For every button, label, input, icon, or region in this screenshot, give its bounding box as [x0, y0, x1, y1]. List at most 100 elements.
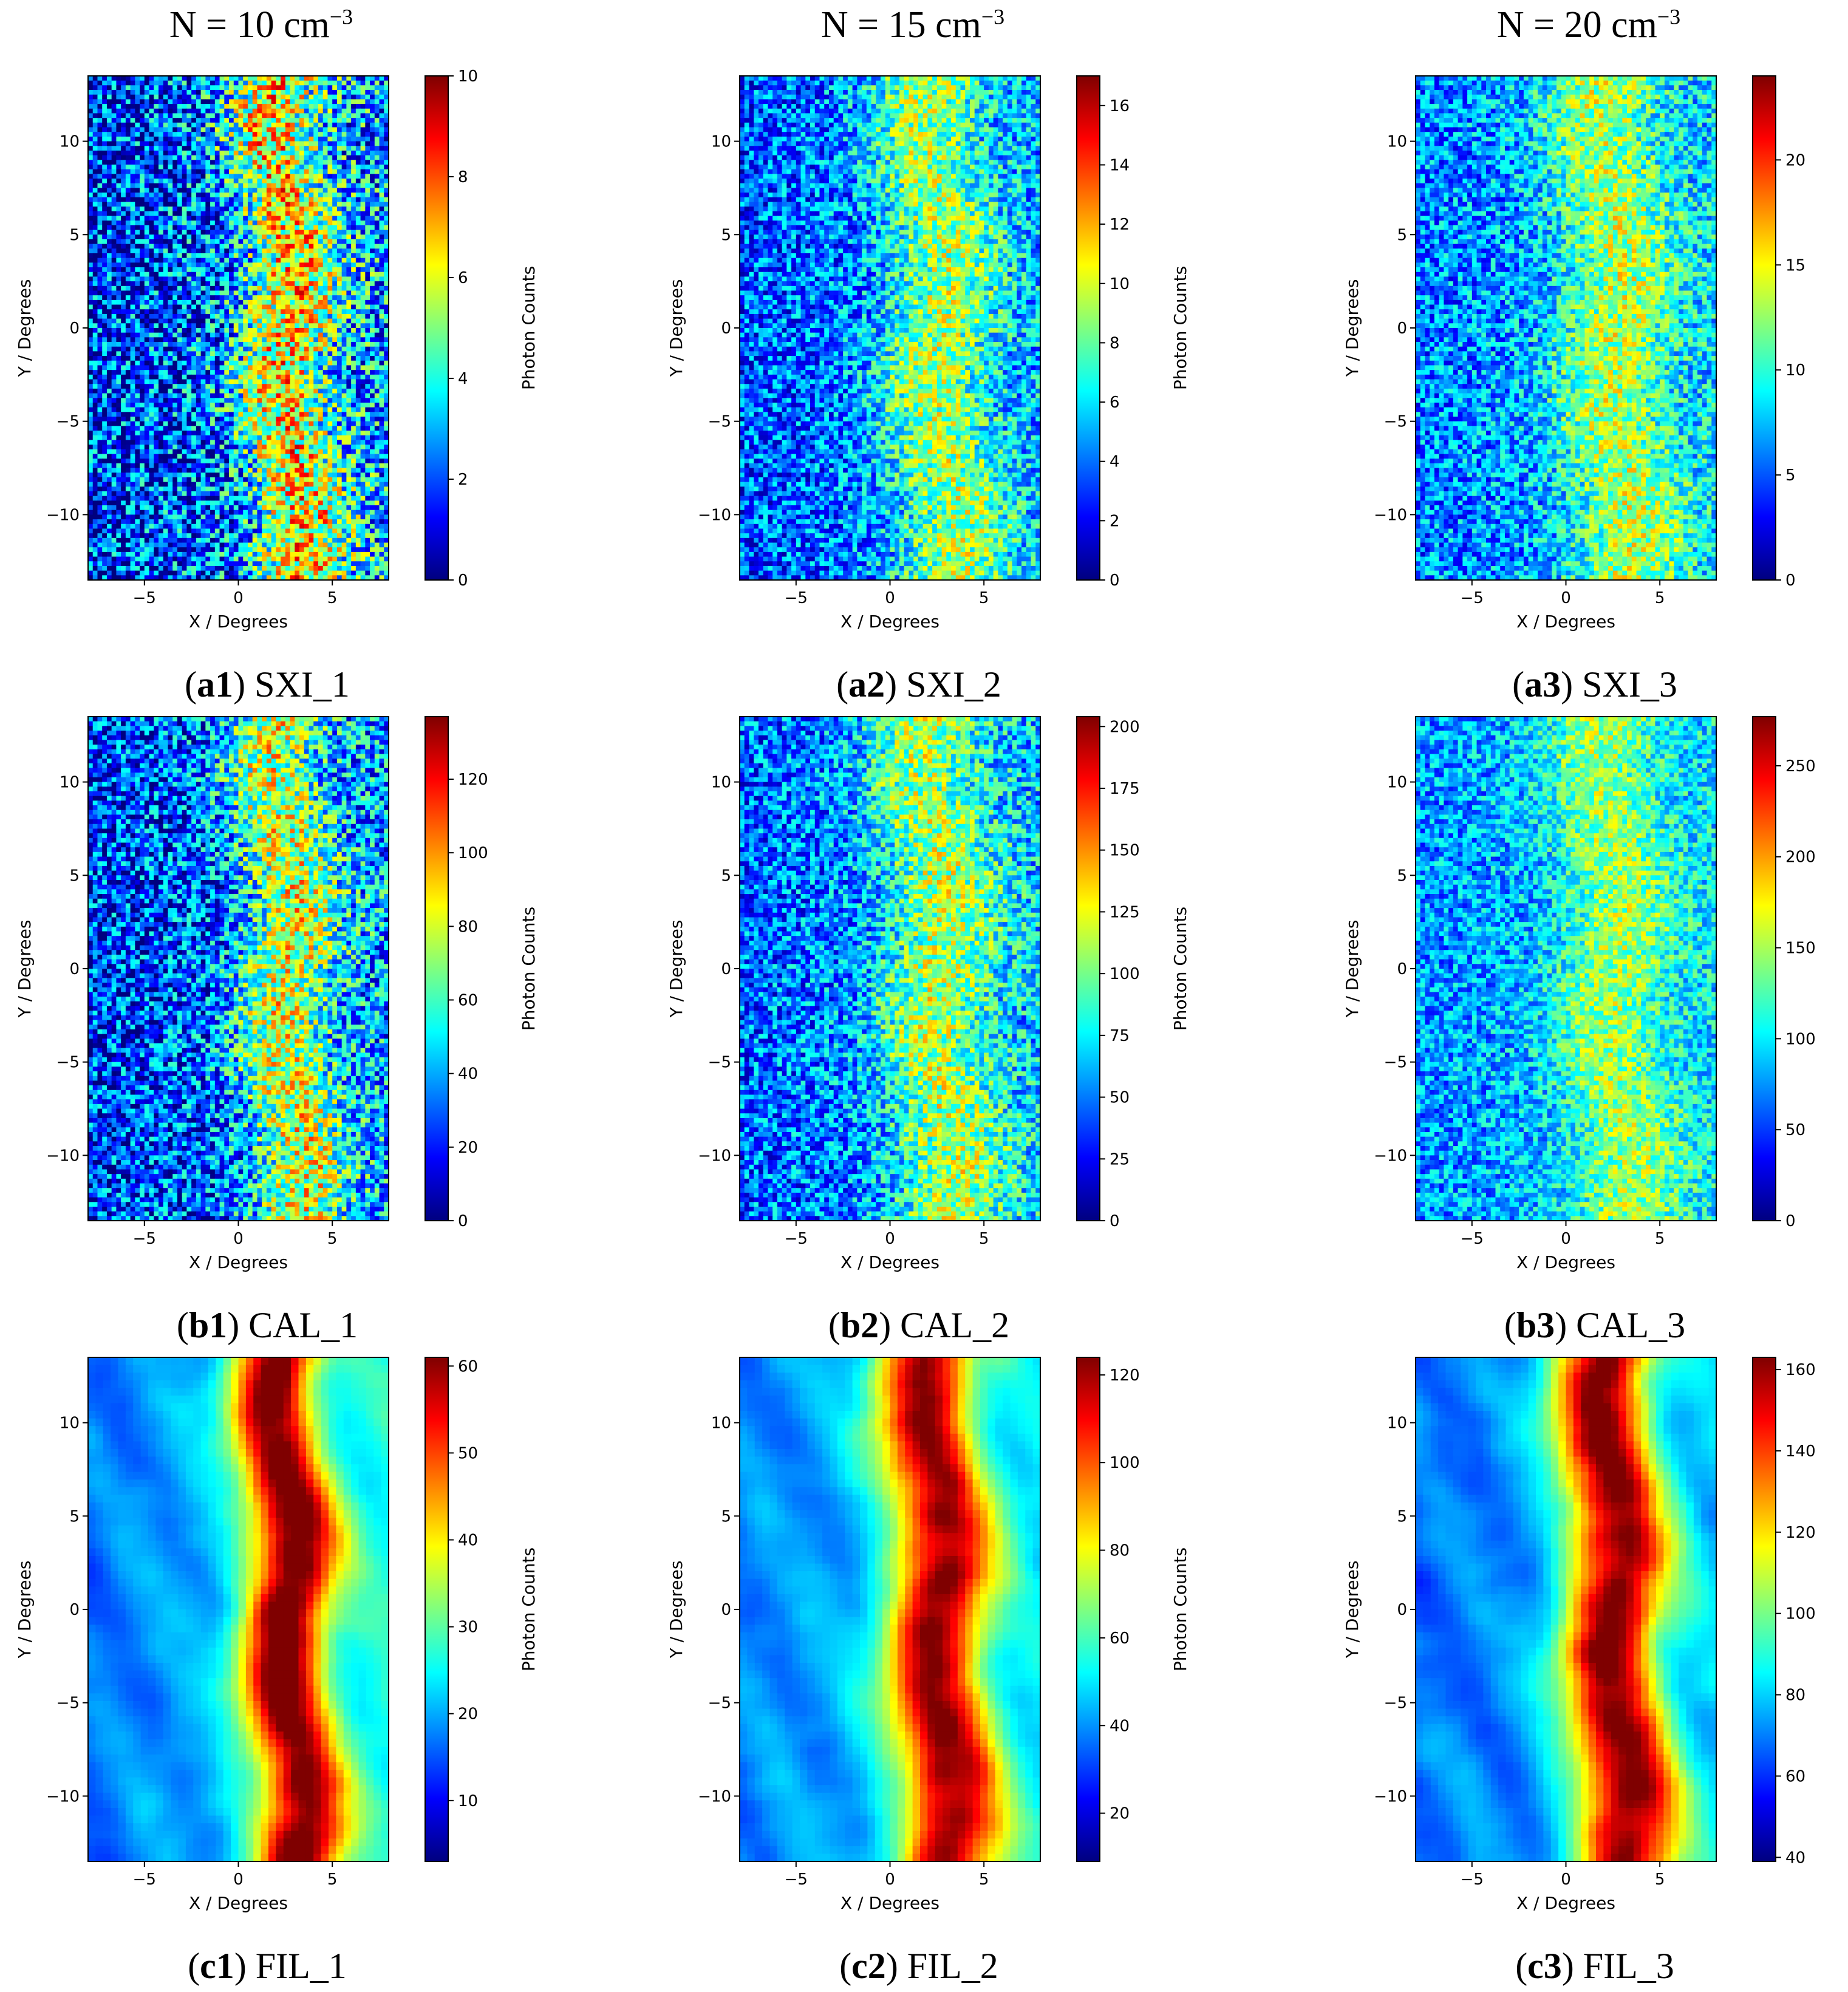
heatmap-cell [271, 262, 276, 268]
heatmap-cell [370, 384, 375, 389]
heatmap-cell [125, 346, 131, 352]
heatmap-cell [360, 346, 366, 352]
heatmap-cell [262, 398, 267, 403]
heatmap-cell [224, 155, 230, 160]
heatmap-cell [360, 174, 366, 179]
heatmap-cell [384, 318, 389, 324]
heatmap-cell [332, 365, 338, 370]
heatmap-cell [327, 281, 333, 287]
heatmap-cell [341, 290, 347, 296]
heatmap-cell [140, 211, 145, 217]
heatmap-cell [177, 374, 183, 380]
heatmap-cell [322, 216, 329, 221]
heatmap-cell [140, 332, 145, 338]
heatmap-cell [346, 313, 352, 319]
heatmap-cell [177, 113, 183, 118]
heatmap-cell [313, 90, 319, 95]
heatmap-cell [247, 379, 253, 384]
heatmap-cell [125, 90, 131, 95]
heatmap-cell [229, 262, 234, 268]
heatmap-cell [341, 244, 347, 249]
heatmap-cell [159, 313, 164, 319]
heatmap-cell [247, 80, 253, 86]
heatmap-cell [102, 398, 107, 403]
heatmap-cell [196, 85, 202, 90]
heatmap-cell [229, 332, 234, 338]
heatmap-cell [116, 379, 121, 384]
heatmap-cell [111, 174, 117, 179]
heatmap-cell [205, 309, 211, 315]
heatmap-cell [135, 407, 140, 412]
heatmap-cell [177, 313, 183, 319]
heatmap-cell [233, 360, 239, 366]
heatmap-cell [295, 393, 300, 398]
heatmap-cell [332, 76, 338, 81]
heatmap-cell [276, 220, 281, 226]
heatmap-cell [205, 146, 211, 151]
heatmap-cell [327, 220, 333, 226]
heatmap-cell [196, 356, 202, 361]
heatmap-cell [140, 90, 145, 95]
heatmap-cell [243, 230, 248, 235]
heatmap-cell [299, 393, 305, 398]
heatmap-cell [247, 99, 253, 104]
heatmap-cell [351, 127, 356, 132]
heatmap-cell [379, 258, 384, 264]
heatmap-cell [200, 113, 206, 118]
heatmap-cell [309, 211, 314, 217]
heatmap-cell [243, 104, 248, 109]
heatmap-cell [290, 155, 295, 160]
heatmap-cell [224, 388, 230, 394]
heatmap-cell [97, 230, 103, 235]
heatmap-cell [370, 421, 375, 426]
heatmap-cell [341, 248, 347, 254]
heatmap-cell [177, 202, 183, 207]
heatmap-cell [304, 183, 310, 189]
heatmap-cell [384, 262, 389, 268]
heatmap-cell [172, 295, 178, 301]
heatmap-cell [341, 337, 347, 343]
heatmap-cell [336, 374, 343, 380]
heatmap-cell [224, 108, 230, 114]
heatmap-cell [276, 155, 281, 160]
heatmap-cell [336, 234, 343, 240]
heatmap-cell [186, 94, 192, 100]
heatmap-cell [384, 332, 389, 338]
heatmap-cell [309, 220, 314, 226]
heatmap-cell [172, 285, 178, 292]
heatmap-cell [322, 248, 329, 254]
heatmap-cell [290, 146, 295, 151]
heatmap-cell [205, 285, 211, 292]
heatmap-cell [290, 253, 295, 259]
heatmap-cell [214, 216, 220, 221]
heatmap-cell [229, 155, 234, 160]
heatmap-cell [200, 99, 206, 104]
heatmap-cell [360, 202, 366, 207]
heatmap-cell [92, 271, 98, 278]
heatmap-cell [247, 421, 253, 426]
heatmap-cell [205, 202, 211, 207]
heatmap-cell [116, 90, 121, 95]
heatmap-cell [149, 155, 154, 160]
heatmap-cell [106, 132, 112, 137]
heatmap-cell [177, 253, 183, 259]
heatmap-cell [229, 90, 234, 95]
heatmap-cell [111, 332, 117, 338]
heatmap-cell [135, 132, 140, 137]
heatmap-cell [233, 435, 239, 441]
heatmap-cell [262, 211, 267, 217]
heatmap-cell [266, 244, 272, 249]
heatmap-cell [365, 202, 370, 207]
heatmap-cell [252, 374, 258, 380]
heatmap-cell [182, 230, 188, 235]
heatmap-cell [97, 113, 103, 118]
heatmap-cell [200, 370, 206, 375]
heatmap-cell [346, 253, 352, 259]
heatmap-cell [346, 248, 352, 254]
heatmap-cell [106, 76, 112, 81]
heatmap-cell [149, 108, 154, 114]
heatmap-cell [238, 407, 244, 412]
heatmap-cell [247, 132, 253, 137]
heatmap-cell [229, 169, 234, 174]
heatmap-cell [374, 160, 380, 165]
